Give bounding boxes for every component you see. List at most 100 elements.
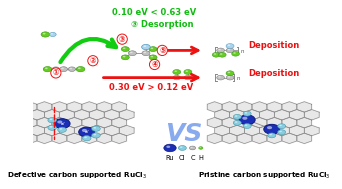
- Circle shape: [149, 47, 157, 52]
- Circle shape: [58, 127, 66, 132]
- Polygon shape: [275, 125, 289, 136]
- Circle shape: [233, 120, 241, 125]
- Circle shape: [123, 48, 126, 49]
- Polygon shape: [245, 110, 259, 120]
- Polygon shape: [282, 102, 297, 112]
- Circle shape: [269, 134, 272, 135]
- Text: ①: ①: [53, 68, 59, 77]
- Circle shape: [245, 125, 247, 126]
- Circle shape: [243, 124, 251, 129]
- Circle shape: [121, 55, 129, 60]
- Polygon shape: [52, 118, 67, 128]
- Circle shape: [57, 120, 62, 124]
- Polygon shape: [67, 102, 82, 112]
- Circle shape: [54, 68, 56, 69]
- Circle shape: [185, 70, 188, 72]
- Circle shape: [268, 133, 276, 138]
- Polygon shape: [260, 110, 274, 120]
- Polygon shape: [22, 133, 37, 144]
- Circle shape: [93, 127, 96, 129]
- Circle shape: [166, 146, 170, 148]
- Circle shape: [184, 75, 192, 80]
- Circle shape: [235, 121, 237, 123]
- Polygon shape: [52, 102, 67, 112]
- Circle shape: [84, 136, 87, 138]
- Polygon shape: [230, 125, 244, 136]
- Polygon shape: [267, 133, 282, 144]
- Polygon shape: [22, 102, 37, 112]
- Circle shape: [82, 129, 87, 132]
- Text: ④: ④: [152, 60, 158, 69]
- Circle shape: [264, 124, 280, 134]
- Polygon shape: [222, 118, 237, 128]
- Polygon shape: [282, 118, 297, 128]
- Circle shape: [232, 51, 239, 56]
- Polygon shape: [207, 118, 222, 128]
- Polygon shape: [112, 133, 127, 144]
- Polygon shape: [82, 118, 97, 128]
- Circle shape: [189, 146, 196, 150]
- Text: ⑤: ⑤: [159, 46, 166, 55]
- Polygon shape: [207, 102, 222, 112]
- Polygon shape: [30, 125, 44, 136]
- Text: Defective carbon supported RuCl$_3$: Defective carbon supported RuCl$_3$: [7, 170, 147, 181]
- Circle shape: [214, 53, 216, 55]
- Text: e⁻: e⁻: [60, 122, 66, 126]
- Polygon shape: [112, 118, 127, 128]
- Polygon shape: [252, 118, 267, 128]
- Polygon shape: [252, 133, 267, 144]
- Text: ③: ③: [119, 35, 126, 44]
- Polygon shape: [290, 125, 304, 136]
- Circle shape: [226, 44, 234, 48]
- Circle shape: [52, 67, 60, 71]
- Text: Deposition: Deposition: [249, 41, 300, 50]
- Circle shape: [143, 45, 146, 47]
- Polygon shape: [75, 110, 89, 120]
- Circle shape: [235, 115, 237, 117]
- Text: 0.10 eV < 0.63 eV: 0.10 eV < 0.63 eV: [113, 8, 197, 17]
- Circle shape: [174, 76, 177, 78]
- Text: VS: VS: [165, 122, 202, 146]
- Circle shape: [142, 51, 150, 56]
- Circle shape: [60, 67, 68, 72]
- Polygon shape: [52, 133, 67, 144]
- Circle shape: [173, 70, 181, 74]
- Polygon shape: [267, 118, 282, 128]
- Circle shape: [226, 48, 234, 53]
- Circle shape: [180, 146, 183, 148]
- Circle shape: [212, 52, 220, 57]
- Polygon shape: [44, 125, 59, 136]
- Polygon shape: [290, 110, 304, 120]
- Circle shape: [279, 131, 282, 132]
- Text: Ru: Ru: [166, 155, 174, 161]
- Circle shape: [48, 118, 56, 123]
- Text: C: C: [190, 155, 195, 161]
- Polygon shape: [297, 118, 312, 128]
- Circle shape: [49, 32, 56, 36]
- Polygon shape: [67, 133, 82, 144]
- Circle shape: [130, 52, 133, 53]
- Circle shape: [48, 125, 56, 130]
- Circle shape: [218, 76, 221, 78]
- Circle shape: [217, 48, 224, 53]
- Polygon shape: [37, 102, 52, 112]
- Circle shape: [243, 111, 251, 116]
- Circle shape: [70, 68, 72, 69]
- Polygon shape: [304, 110, 319, 120]
- Circle shape: [93, 134, 96, 135]
- Circle shape: [228, 76, 230, 78]
- Text: Cl: Cl: [179, 155, 186, 161]
- Polygon shape: [90, 110, 104, 120]
- Circle shape: [233, 114, 241, 119]
- Circle shape: [219, 52, 226, 57]
- Circle shape: [45, 67, 48, 69]
- Circle shape: [220, 53, 222, 55]
- Circle shape: [51, 33, 53, 34]
- Circle shape: [228, 44, 230, 46]
- Circle shape: [228, 72, 230, 73]
- Circle shape: [279, 125, 282, 126]
- Polygon shape: [260, 125, 274, 136]
- Polygon shape: [82, 133, 97, 144]
- Polygon shape: [119, 125, 134, 136]
- Circle shape: [191, 147, 193, 148]
